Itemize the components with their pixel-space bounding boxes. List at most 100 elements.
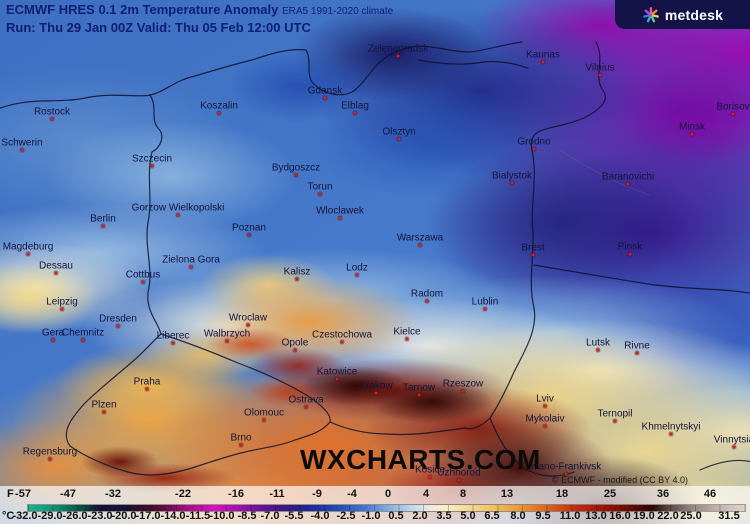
- city-label-gdansk: Gdansk: [307, 85, 343, 97]
- city-label-lublin: Lublin: [471, 296, 499, 308]
- color-scale-strip: [27, 504, 746, 512]
- scale-tick-celsius: 9.5: [535, 510, 551, 522]
- city-label-uzhhorod: Uzhhorod: [437, 467, 481, 479]
- city-marker-dot: [115, 323, 121, 329]
- scale-tick-celsius: 16.0: [609, 510, 631, 522]
- city-marker-dot: [101, 409, 107, 415]
- city-label-zielona-gora: Zielona Gora: [162, 254, 220, 266]
- scale-tick-celsius: 6.5: [484, 510, 500, 522]
- city-marker-dot: [595, 347, 601, 353]
- city-marker-dot: [416, 392, 422, 398]
- chart-header: ECMWF HRES 0.1 2m Temperature Anomaly ER…: [6, 2, 393, 36]
- scale-tick-celsius: -23.0: [87, 510, 113, 522]
- city-label-baranovichi: Baranovichi: [601, 171, 655, 183]
- city-label-khmelnytskyi: Khmelnytskyi: [641, 421, 701, 433]
- city-label-tarnow: Tarnow: [402, 382, 436, 394]
- city-marker-dot: [625, 181, 631, 187]
- city-label-plzen: Plzen: [91, 399, 117, 411]
- belarus-ukraine-border: [533, 264, 750, 294]
- city-label-schwerin: Schwerin: [1, 137, 43, 149]
- city-label-zelenogradsk: Zelenogradsk: [367, 43, 429, 55]
- city-label-katowice: Katowice: [316, 366, 358, 378]
- city-label-krakow: Krakow: [359, 380, 393, 392]
- city-label-leipzig: Leipzig: [46, 296, 78, 308]
- city-label-dessau: Dessau: [39, 260, 73, 272]
- city-marker-dot: [731, 444, 737, 450]
- city-marker-dot: [293, 172, 299, 178]
- admin-line-ukraine: [609, 299, 701, 346]
- scale-tick-celsius: -20.0: [111, 510, 137, 522]
- city-label-brno: Brno: [230, 432, 252, 444]
- scale-tick-celsius: -8.5: [237, 510, 257, 522]
- city-marker-dot: [322, 95, 328, 101]
- scale-tick-fahrenheit: 4: [422, 488, 430, 500]
- city-marker-dot: [530, 252, 536, 258]
- city-label-grodno: Grodno: [517, 136, 551, 148]
- scale-tick-celsius: -1.0: [361, 510, 381, 522]
- admin-line-belarus: [559, 149, 651, 196]
- scale-tick-celsius: 2.0: [412, 510, 428, 522]
- scale-tick-celsius: 0.5: [388, 510, 404, 522]
- city-marker-dot: [238, 442, 244, 448]
- attribution: © ECMWF - modified (CC BY 4.0): [552, 475, 688, 485]
- city-marker-dot: [19, 147, 25, 153]
- city-marker-dot: [395, 53, 401, 59]
- scale-tick-fahrenheit: -16: [228, 488, 244, 500]
- city-label-bydgoszcz: Bydgoszcz: [271, 162, 321, 174]
- kaliningrad-border: [417, 59, 529, 69]
- city-marker-dot: [456, 477, 462, 483]
- scale-tick-celsius: -11.5: [185, 510, 211, 522]
- city-label-olsztyn: Olsztyn: [382, 126, 416, 138]
- watermark: WXCHARTS.COM: [300, 444, 541, 475]
- scale-tick-celsius: 13.0: [585, 510, 607, 522]
- city-marker-dot: [730, 111, 736, 117]
- city-marker-dot: [140, 279, 146, 285]
- scale-tick-fahrenheit: -4: [347, 488, 357, 500]
- scale-tick-fahrenheit: -9: [312, 488, 322, 500]
- city-marker-dot: [59, 306, 65, 312]
- city-label-koszalin: Koszalin: [200, 100, 238, 112]
- city-label-czestochowa: Czestochowa: [311, 329, 373, 341]
- scale-tick-celsius: 3.5: [436, 510, 452, 522]
- city-marker-dot: [339, 339, 345, 345]
- city-marker-dot: [373, 390, 379, 396]
- scale-tick-celsius: 8.0: [510, 510, 526, 522]
- city-label-lodz: Lodz: [346, 262, 368, 274]
- city-label-gera: Gera: [41, 327, 65, 339]
- city-label-lutsk: Lutsk: [586, 337, 610, 349]
- city-label-dresden: Dresden: [99, 313, 137, 325]
- chart-title: 2m Temperature Anomaly: [120, 2, 279, 17]
- scale-tick-fahrenheit: -11: [269, 488, 285, 500]
- city-label-poznan: Poznan: [232, 222, 266, 234]
- model-name: ECMWF HRES 0.1: [6, 2, 117, 17]
- scale-tick-celsius: -2.5: [336, 510, 356, 522]
- city-marker-dot: [424, 298, 430, 304]
- city-label-walbrzych: Walbrzych: [203, 328, 251, 340]
- chart-title-line: ECMWF HRES 0.1 2m Temperature Anomaly ER…: [6, 2, 393, 20]
- city-label-ivano-frankivsk: Ivano-Frankivsk: [530, 461, 602, 473]
- scale-tick-fahrenheit: 25: [603, 488, 617, 500]
- city-label-warszawa: Warszawa: [396, 232, 444, 244]
- city-marker-dot: [634, 350, 640, 356]
- city-marker-dot: [224, 338, 230, 344]
- scale-tick-celsius: 19.0: [633, 510, 655, 522]
- city-label-kaunas: Kaunas: [526, 49, 560, 61]
- city-label-brest: Brest: [521, 242, 545, 254]
- city-marker-dot: [261, 417, 267, 423]
- city-label-torun: Torun: [307, 181, 333, 193]
- city-marker-dot: [53, 270, 59, 276]
- slovakia-ukraine-border: [489, 417, 575, 477]
- city-marker-dot: [531, 146, 537, 152]
- city-marker-dot: [482, 306, 488, 312]
- city-label-mykolaiv: Mykolaiv: [525, 413, 565, 425]
- city-marker-dot: [612, 418, 618, 424]
- scale-tick-fahrenheit: 8: [459, 488, 467, 500]
- city-label-berlin: Berlin: [90, 213, 116, 225]
- city-label-kosice: Kosice: [414, 464, 446, 476]
- baltic-coastline: [0, 41, 523, 109]
- city-marker-dot: [25, 251, 31, 257]
- city-marker-dot: [404, 336, 410, 342]
- city-label-minsk: Minsk: [678, 121, 706, 133]
